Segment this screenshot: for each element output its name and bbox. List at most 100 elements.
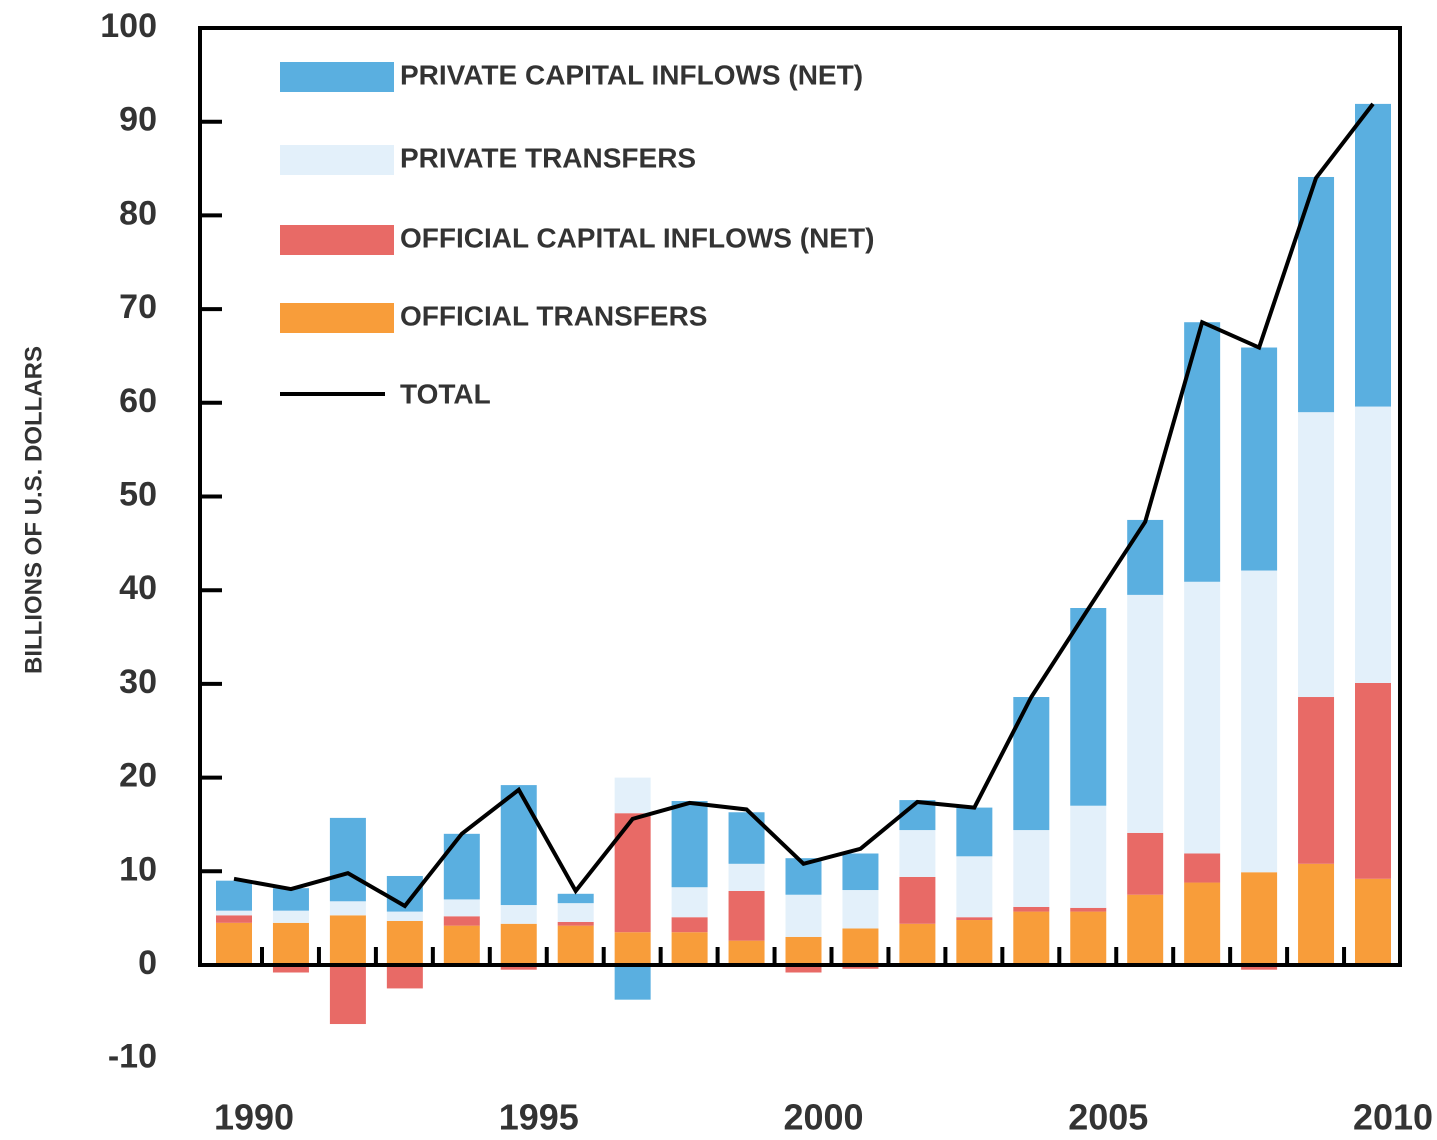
bar-segment [216, 880, 252, 911]
bar-segment [899, 876, 936, 924]
bar-segment [272, 888, 309, 911]
legend-swatch [280, 62, 394, 92]
bar-segment [614, 813, 651, 933]
y-tick-label: 50 [119, 475, 157, 513]
bar-segment [443, 916, 480, 926]
bar-segment [1013, 697, 1050, 831]
bar-segment [728, 940, 765, 965]
bar-segment [272, 965, 309, 973]
bar-segment [1070, 608, 1107, 806]
bar-segment [1070, 907, 1107, 912]
bar-segment [1127, 594, 1164, 833]
bar-segment [1298, 412, 1335, 698]
bar-segment [557, 925, 594, 965]
bar-segment [443, 833, 480, 900]
bar-segment [1241, 570, 1278, 873]
bar-segment [956, 807, 993, 857]
bar-segment [842, 928, 879, 965]
bar-segment [1127, 519, 1164, 595]
bar-segment [614, 932, 651, 965]
bar-segment [1241, 347, 1278, 571]
bar-segment [1355, 682, 1391, 879]
legend-label: PRIVATE CAPITAL INFLOWS (NET) [400, 59, 863, 90]
bar-segment [671, 801, 708, 888]
bar-segment [842, 890, 879, 929]
x-tick-label: 2005 [1068, 1097, 1148, 1138]
x-tick-label: 2000 [783, 1097, 863, 1138]
legend-swatch [280, 145, 394, 175]
bar-segment [1013, 911, 1050, 965]
bar-segment [1184, 882, 1221, 965]
bar-segment [500, 905, 537, 924]
y-tick-label: 10 [119, 850, 157, 888]
bar-segment [1355, 103, 1391, 407]
legend-swatch [280, 303, 394, 333]
bar-segment [329, 915, 366, 965]
bar-segment [956, 856, 993, 918]
y-tick-label: 20 [119, 757, 157, 795]
legend-swatch [280, 225, 394, 255]
y-tick-label: 0 [138, 944, 157, 982]
bar-segment [386, 911, 423, 921]
y-tick-label: 70 [119, 288, 157, 326]
bar-segment [1355, 406, 1391, 683]
bar-segment [1184, 581, 1221, 854]
bar-segment [443, 925, 480, 965]
bar-segment [272, 910, 309, 923]
bar-segment [272, 922, 309, 965]
bar-segment [1298, 863, 1335, 965]
bar-segment [329, 817, 366, 902]
bar-segment [329, 901, 366, 916]
legend-label: OFFICIAL CAPITAL INFLOWS (NET) [400, 222, 874, 253]
x-tick-label: 1990 [214, 1097, 294, 1138]
y-tick-label: 30 [119, 663, 157, 701]
bar-segment [216, 910, 252, 916]
y-tick-label: 40 [119, 569, 157, 607]
bar-segment [956, 917, 993, 921]
bar-segment [443, 899, 480, 917]
bar-segment [1070, 911, 1107, 965]
bar-segment [614, 777, 651, 814]
bar-segment [500, 965, 537, 970]
bar-segment [785, 965, 822, 973]
bar-segment [216, 922, 252, 965]
x-tick-label: 2010 [1353, 1097, 1433, 1138]
bar-segment [785, 894, 822, 937]
bar-segment [1013, 830, 1050, 907]
bar-segment [899, 830, 936, 877]
bar-segment [557, 903, 594, 922]
bar-segment [1241, 965, 1278, 970]
bar-segment [1298, 697, 1335, 864]
legend-label: PRIVATE TRANSFERS [400, 142, 696, 173]
bar-segment [728, 890, 765, 941]
bar-segment [671, 887, 708, 918]
bar-segment [1184, 853, 1221, 883]
bar-segment [842, 853, 879, 891]
bar-segment [557, 893, 594, 904]
bar-segment [386, 965, 423, 989]
y-tick-label: 90 [119, 101, 157, 139]
bar-segment [671, 917, 708, 933]
bar-segment [500, 923, 537, 965]
y-tick-label: 80 [119, 194, 157, 232]
x-tick-label: 1995 [499, 1097, 579, 1138]
legend-label: OFFICIAL TRANSFERS [400, 300, 707, 331]
bar-segment [785, 936, 822, 965]
y-tick-label: 60 [119, 382, 157, 420]
y-tick-label: -10 [108, 1038, 157, 1076]
bar-segment [557, 921, 594, 926]
bar-segment [1241, 872, 1278, 965]
total-line [233, 102, 1375, 909]
bar-segment [216, 915, 252, 923]
bar-segment [386, 920, 423, 965]
legend-label: TOTAL [400, 378, 491, 409]
bar-segment [500, 785, 537, 906]
bar-segment [956, 920, 993, 965]
y-axis-label: BILLIONS OF U.S. DOLLARS [20, 346, 47, 674]
bar-segment [671, 932, 708, 965]
bar-segment [1127, 832, 1164, 895]
bar-segment [1070, 805, 1107, 908]
bar-segment [329, 965, 366, 1025]
bar-segment [1013, 906, 1050, 912]
